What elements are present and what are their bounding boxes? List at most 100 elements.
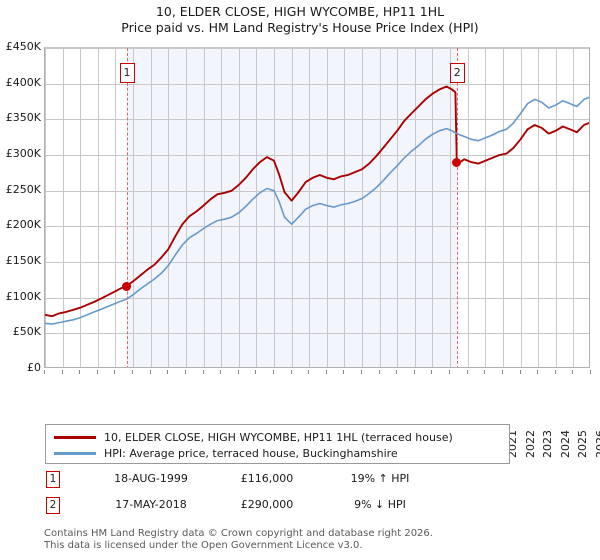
gridline-vertical <box>151 48 152 367</box>
y-tick-label: £350K <box>5 111 41 125</box>
x-axis: 1995199619971998199920002001200220032004… <box>44 370 600 458</box>
page-subtitle: Price paid vs. HM Land Registry's House … <box>121 20 479 35</box>
x-tick-label: 2023 <box>541 430 555 458</box>
row-sale-date: 17-MAY-2018 <box>115 498 187 511</box>
chart-series-layer <box>45 85 589 325</box>
y-tick-label: £200K <box>5 218 41 232</box>
x-tick <box>537 370 538 374</box>
table-row[interactable]: 2 17-MAY-2018 £290,000 9% ↓ HPI <box>44 496 514 522</box>
gridline-vertical <box>556 48 557 367</box>
gridline-vertical <box>133 48 134 367</box>
x-tick-label: 2024 <box>558 430 572 458</box>
gridline-vertical <box>168 48 169 367</box>
gridline-vertical <box>239 48 240 367</box>
x-tick <box>62 370 63 374</box>
x-tick <box>238 370 239 374</box>
x-tick <box>361 370 362 374</box>
row-marker-number: 2 <box>46 497 60 514</box>
ownership-period-band <box>126 48 457 367</box>
x-tick <box>572 370 573 374</box>
x-tick <box>167 370 168 374</box>
gridline-vertical <box>397 48 398 367</box>
sale-point-2[interactable] <box>452 157 462 167</box>
sale-point-1[interactable] <box>122 281 132 291</box>
y-tick-label: £150K <box>5 254 41 267</box>
x-tick <box>431 370 432 374</box>
gridline-vertical <box>221 48 222 367</box>
x-tick-label: 2026 <box>594 430 600 458</box>
row-sale-date: 18-AUG-1999 <box>114 472 188 485</box>
x-tick <box>255 370 256 374</box>
event-line-2 <box>456 48 458 367</box>
x-tick <box>396 370 397 374</box>
gridline-horizontal <box>45 119 589 120</box>
legend-swatch-2 <box>54 451 96 455</box>
row-hpi-difference: 19% ↑ HPI <box>350 472 410 485</box>
legend-item-1: 10, ELDER CLOSE, HIGH WYCOMBE, HP11 1HL … <box>46 429 509 445</box>
x-tick <box>379 370 380 374</box>
gridline-horizontal <box>45 84 589 85</box>
x-tick <box>308 370 309 374</box>
x-tick <box>132 370 133 374</box>
transactions-table: 1 18-AUG-1999 £116,000 19% ↑ HPI 2 17-MAY-201… <box>44 470 514 522</box>
gridline-vertical <box>327 48 328 367</box>
gridline-vertical <box>573 48 574 367</box>
row-marker-number: 1 <box>46 471 60 488</box>
gridline-vertical <box>292 48 293 367</box>
chart-legend: 10, ELDER CLOSE, HIGH WYCOMBE, HP11 1HL … <box>45 424 510 464</box>
row-hpi-difference: 9% ↓ HPI <box>354 498 406 511</box>
series-line-2 <box>45 96 589 325</box>
legend-label-1: 10, ELDER CLOSE, HIGH WYCOMBE, HP11 1HL … <box>104 430 453 444</box>
y-tick-label: £250K <box>5 182 41 196</box>
footer-attribution: Contains HM Land Registry data © Crown c… <box>44 528 584 551</box>
gridline-vertical <box>63 48 64 367</box>
x-tick <box>326 370 327 374</box>
gridline-horizontal <box>45 48 589 49</box>
gridline-vertical <box>415 48 416 367</box>
gridline-vertical <box>362 48 363 367</box>
x-tick <box>449 370 450 374</box>
y-tick-label: £50K <box>12 325 41 339</box>
x-tick-label: 2025 <box>576 430 590 458</box>
page-title: 10, ELDER CLOSE, HIGH WYCOMBE, HP11 1HL <box>155 4 445 19</box>
gridline-horizontal <box>45 262 589 263</box>
gridline-horizontal <box>45 298 589 299</box>
x-tick <box>150 370 151 374</box>
gridline-vertical <box>432 48 433 367</box>
x-tick <box>414 370 415 374</box>
event-line-1 <box>126 48 128 367</box>
event-callout-2[interactable]: 2 <box>449 63 465 83</box>
gridline-vertical <box>274 48 275 367</box>
table-row[interactable]: 1 18-AUG-1999 £116,000 19% ↑ HPI <box>44 470 514 496</box>
y-axis: £0 £50K £100K £150K £200K £250K £300K £350K £400… <box>0 40 41 374</box>
x-tick <box>203 370 204 374</box>
y-tick-label: £0 <box>27 361 41 374</box>
x-tick <box>590 370 591 374</box>
x-tick <box>79 370 80 374</box>
y-tick-label: £100K <box>5 289 41 303</box>
chart-titles: 10, ELDER CLOSE, HIGH WYCOMBE, HP11 1HL … <box>0 4 600 36</box>
gridline-vertical <box>485 48 486 367</box>
x-tick <box>484 370 485 374</box>
x-tick <box>343 370 344 374</box>
event-callout-1[interactable]: 1 <box>119 63 135 83</box>
gridline-vertical <box>80 48 81 367</box>
x-tick <box>467 370 468 374</box>
gridline-vertical <box>204 48 205 367</box>
gridline-vertical <box>521 48 522 367</box>
gridline-vertical <box>538 48 539 367</box>
gridline-horizontal <box>45 333 589 334</box>
gridline-vertical <box>256 48 257 367</box>
x-tick <box>114 370 115 374</box>
gridline-vertical <box>186 48 187 367</box>
x-tick-label: 2022 <box>523 430 537 458</box>
x-tick <box>273 370 274 374</box>
gridline-vertical <box>98 48 99 367</box>
gridline-vertical <box>450 48 451 367</box>
gridline-vertical <box>380 48 381 367</box>
x-tick <box>291 370 292 374</box>
row-sale-price: £116,000 <box>240 472 294 485</box>
legend-item-2: HPI: Average price, terraced house, Buck… <box>46 445 509 461</box>
